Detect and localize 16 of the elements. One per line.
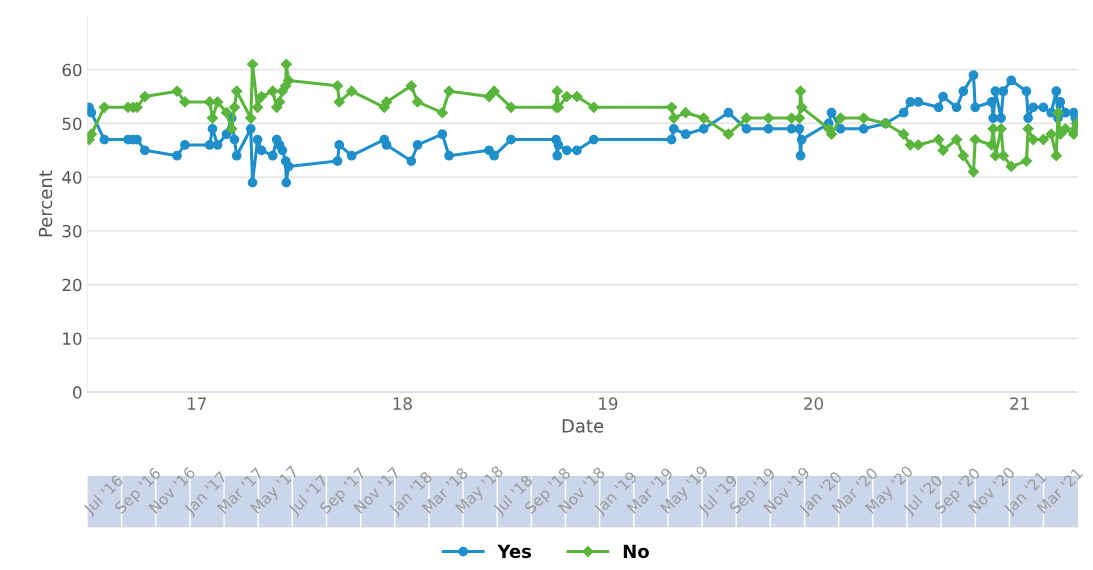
y-tick-label: 40 [62, 171, 82, 184]
legend-label: Yes [497, 544, 532, 559]
y-tick-label: 30 [62, 224, 82, 238]
y-tick-label: 10 [63, 332, 82, 345]
x-tick-label: 20 [804, 397, 824, 410]
x-axis-title: Date [562, 419, 604, 433]
x-tick-label: 17 [187, 397, 206, 410]
x-tick-label: 19 [599, 397, 618, 410]
y-axis-title: Percent [38, 170, 53, 237]
y-tick-label: 60 [62, 63, 82, 77]
y-tick-label: 0 [73, 386, 82, 399]
y-tick-label: 50 [62, 117, 82, 131]
legend-label: No [623, 544, 649, 559]
x-tick-label: 18 [393, 397, 412, 410]
y-tick-label: 20 [62, 278, 82, 292]
x-tick-label: 21 [1010, 397, 1029, 410]
